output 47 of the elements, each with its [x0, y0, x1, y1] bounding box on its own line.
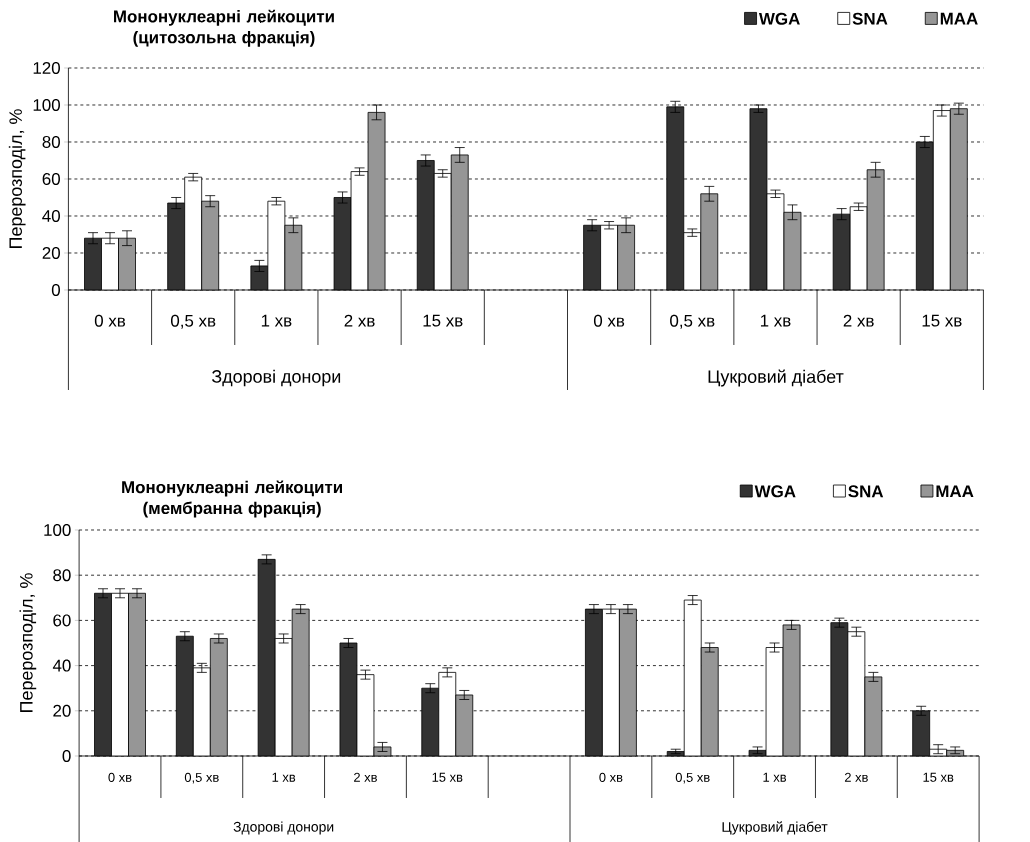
- legend-label: SNA: [852, 12, 888, 25]
- x-tick-label: 1 хв: [272, 772, 296, 782]
- legend-label: WGA: [758, 12, 800, 25]
- text: Цукровий діабет: [722, 821, 828, 835]
- y-tick-label: 100: [44, 523, 71, 536]
- x-tick-label: 15 хв: [922, 314, 962, 327]
- x-tick-label: 2 хв: [844, 772, 868, 782]
- text: Цукровий діабет: [708, 369, 844, 387]
- y-axis-title: Перерозподіл, %: [19, 573, 37, 712]
- chart-title: Мононуклеарні лейкоцити (мембранна фракція): [122, 480, 342, 518]
- chart-title: Мононуклеарні лейкоцити (цитозольна фракція): [114, 9, 334, 47]
- y-tick-label: 60: [42, 172, 60, 185]
- x-tick-label: 2 хв: [344, 314, 375, 327]
- x-tick-label: 15 хв: [923, 772, 954, 782]
- x-tick-label: 2 хв: [354, 772, 377, 782]
- legend-label: MAA: [936, 485, 974, 497]
- y-tick-label: 20: [53, 704, 71, 717]
- legend-label: WGA: [754, 485, 796, 498]
- x-tick-label: 0,5 хв: [170, 314, 216, 329]
- x-tick-label: 0 хв: [599, 772, 623, 782]
- y-tick-label: 100: [33, 98, 60, 111]
- y-tick-label: 80: [42, 135, 60, 148]
- y-tick-label: 80: [53, 569, 71, 582]
- x-tick-label: 2 хв: [843, 314, 874, 327]
- x-tick-label: 15 хв: [432, 772, 463, 782]
- x-tick-label: 0 хв: [108, 772, 132, 782]
- legend-label: SNA: [848, 485, 884, 498]
- x-tick-label: 0,5 хв: [184, 772, 219, 784]
- y-tick-label: 40: [42, 209, 60, 222]
- y-tick-label: 0: [62, 749, 71, 762]
- legend-label: MAA: [940, 12, 978, 25]
- y-tick-label: 40: [52, 659, 71, 672]
- y-tick-label: 20: [42, 246, 60, 259]
- x-tick-label: 0,5 хв: [670, 314, 715, 329]
- y-tick-label: 0: [51, 283, 60, 296]
- x-tick-label: 0 хв: [593, 314, 625, 327]
- text: Здорові донори: [211, 369, 341, 387]
- text: Здорові донори: [233, 821, 334, 835]
- x-tick-label: 1 хв: [763, 772, 787, 782]
- x-tick-label: 1 хв: [760, 314, 791, 327]
- x-tick-label: 0,5 хв: [675, 772, 710, 784]
- x-tick-label: 1 хв: [261, 314, 292, 327]
- x-tick-label: 0 хв: [94, 314, 126, 327]
- y-axis-title: Перерозподіл, %: [8, 109, 26, 248]
- y-tick-label: 120: [33, 61, 60, 74]
- y-tick-label: 60: [53, 614, 71, 627]
- x-tick-label: 15 хв: [423, 314, 463, 327]
